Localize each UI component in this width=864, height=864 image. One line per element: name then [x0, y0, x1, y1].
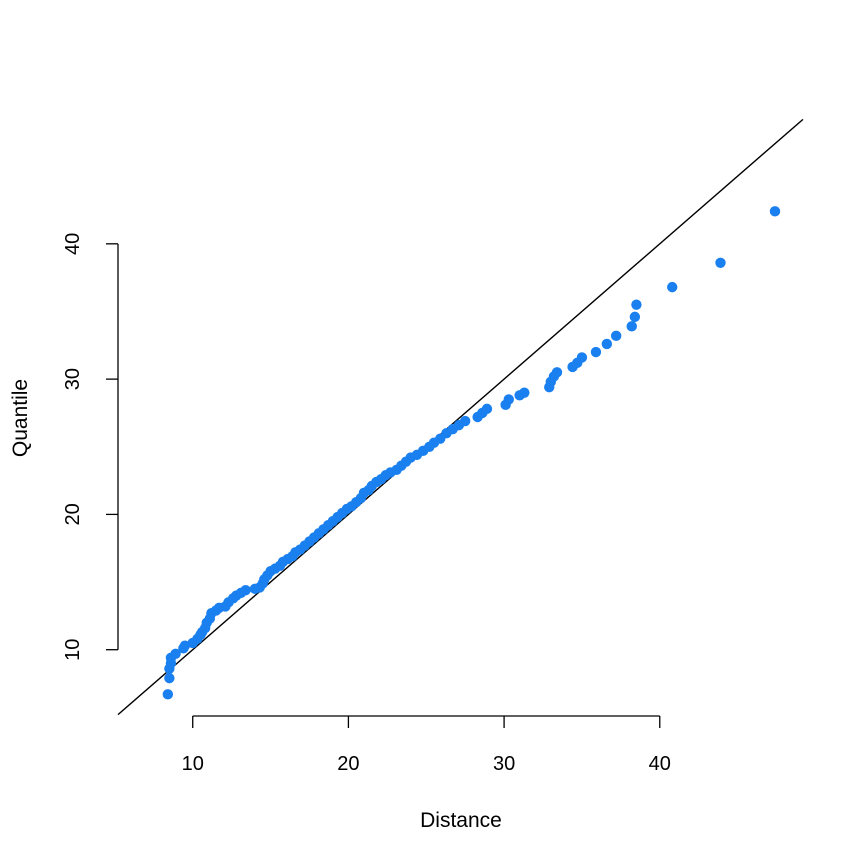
y-tick-label: 30 — [62, 368, 84, 390]
x-tick-label: 20 — [337, 753, 359, 775]
data-point — [667, 281, 678, 293]
x-axis-label: Distance — [420, 809, 502, 832]
data-point — [503, 394, 514, 405]
x-ticks: 10 20 30 40 — [182, 716, 671, 775]
data-point — [162, 689, 174, 700]
reference-line-layer — [117, 118, 804, 716]
data-point — [769, 206, 781, 217]
data-point — [590, 346, 602, 358]
data-point — [576, 352, 588, 363]
data-point — [481, 403, 493, 415]
y-ticks: 10 20 30 40 — [62, 233, 118, 661]
data-point — [459, 415, 471, 427]
data-point — [240, 584, 251, 596]
x-tick-label: 10 — [182, 753, 204, 775]
data-point — [629, 311, 641, 323]
y-tick-label: 40 — [62, 233, 84, 255]
data-point — [715, 257, 726, 268]
data-point — [170, 648, 181, 659]
y-axis: 10 20 30 40 — [62, 233, 119, 661]
data-point — [601, 338, 613, 350]
data-point — [164, 672, 175, 684]
y-axis-label: Quantile — [9, 379, 32, 457]
reference-line — [117, 118, 804, 716]
data-point — [631, 299, 642, 310]
data-point — [610, 330, 622, 342]
data-point — [551, 367, 563, 378]
data-point — [519, 387, 530, 398]
x-tick-label: 40 — [649, 753, 671, 775]
y-tick-label: 10 — [62, 639, 84, 661]
y-tick-label: 20 — [62, 503, 84, 525]
data-point — [626, 321, 637, 332]
points-layer — [162, 206, 781, 700]
x-tick-label: 30 — [493, 753, 515, 775]
x-axis: 10 20 30 40 — [182, 715, 671, 775]
